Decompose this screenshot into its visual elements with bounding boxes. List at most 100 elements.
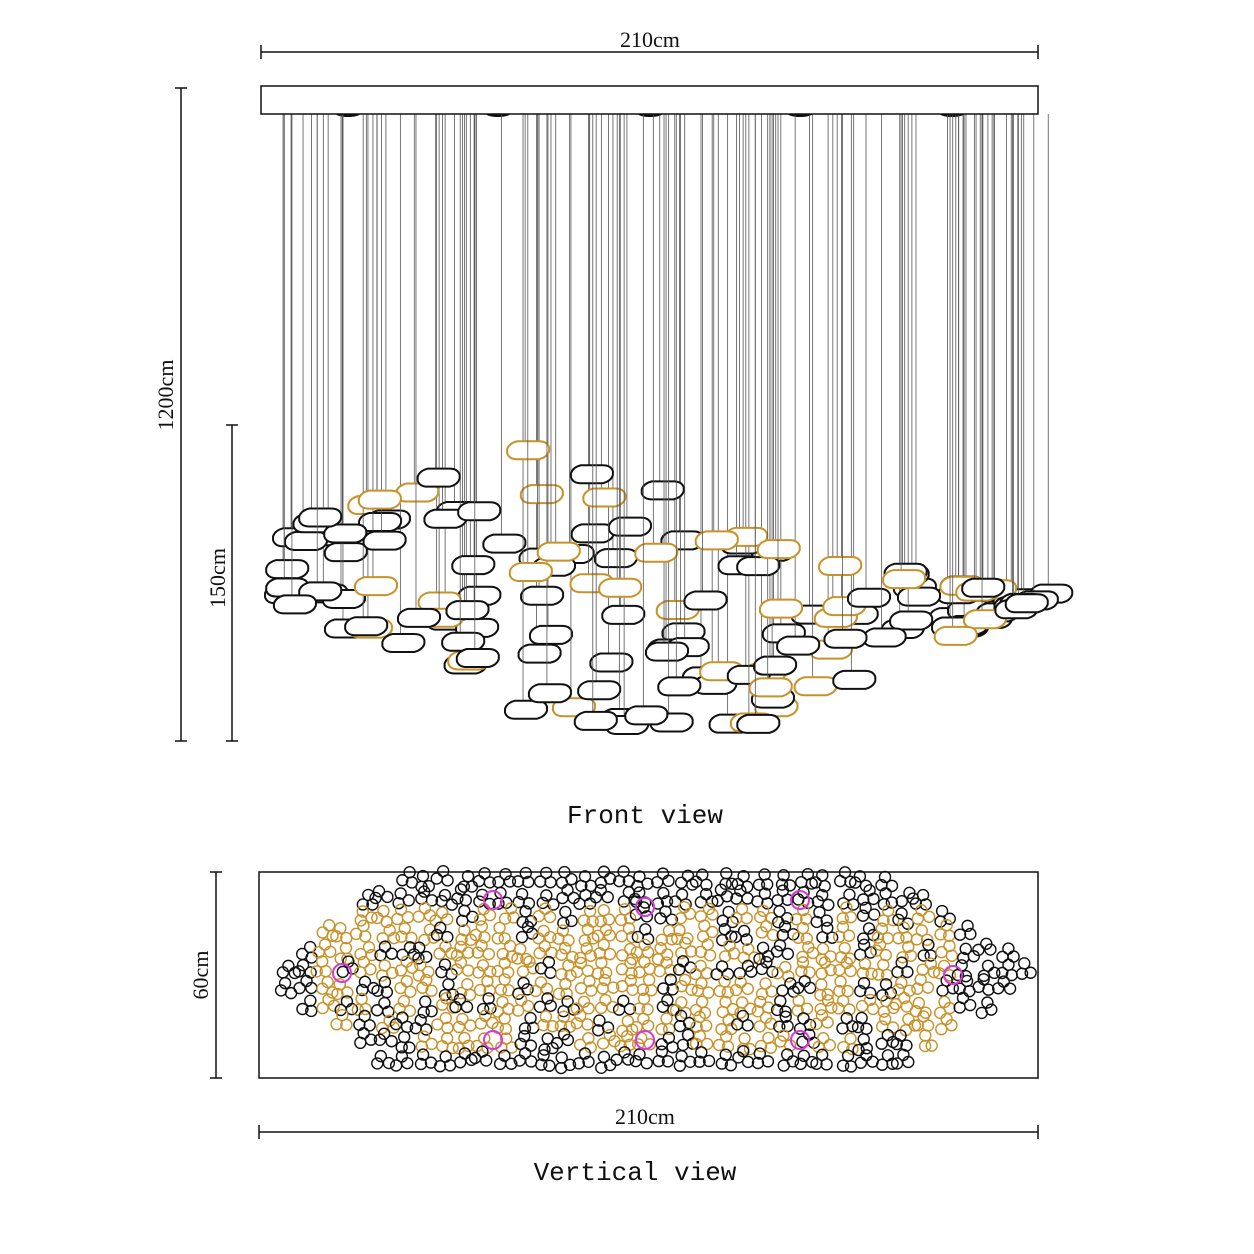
crystal-plate bbox=[645, 641, 690, 662]
clover bbox=[615, 956, 638, 980]
clover bbox=[777, 1048, 800, 1072]
clover bbox=[791, 921, 813, 945]
clover bbox=[953, 919, 977, 941]
crystal-plate bbox=[793, 676, 838, 697]
crystal-plate bbox=[748, 677, 793, 698]
clover bbox=[754, 904, 778, 925]
clover bbox=[651, 942, 674, 966]
caption: Front view bbox=[567, 801, 723, 831]
mount-point bbox=[790, 1030, 810, 1050]
clover bbox=[890, 1048, 915, 1070]
clover bbox=[771, 961, 795, 983]
clover bbox=[911, 904, 936, 925]
crystal-plate bbox=[818, 555, 863, 576]
clover bbox=[809, 869, 831, 893]
clover bbox=[731, 1009, 754, 1032]
mount-point bbox=[483, 1030, 503, 1050]
clover bbox=[770, 939, 795, 960]
clover bbox=[455, 924, 478, 946]
clover bbox=[511, 866, 535, 889]
crystal-plate bbox=[823, 628, 868, 649]
mount-point bbox=[483, 890, 503, 910]
crystal-plate bbox=[601, 604, 646, 625]
clover bbox=[629, 1048, 653, 1070]
clover bbox=[773, 1010, 794, 1033]
clover bbox=[594, 993, 619, 1015]
canopy bbox=[260, 85, 1039, 115]
clover bbox=[533, 992, 557, 1013]
clover bbox=[491, 957, 515, 979]
crystal-plate bbox=[357, 489, 402, 510]
clover bbox=[595, 1050, 617, 1074]
clover bbox=[972, 937, 997, 956]
clover bbox=[470, 1032, 494, 1054]
crystal-plate bbox=[528, 624, 573, 645]
crystal-plate bbox=[381, 632, 426, 653]
crystal-plate bbox=[640, 480, 685, 501]
clover bbox=[918, 1029, 938, 1053]
clover bbox=[792, 886, 815, 910]
clover bbox=[772, 905, 794, 929]
crystal-plate bbox=[272, 594, 317, 615]
clover bbox=[592, 1014, 615, 1037]
clover bbox=[574, 975, 598, 997]
clover bbox=[854, 938, 877, 961]
clover bbox=[570, 1009, 594, 1031]
clover bbox=[729, 976, 754, 997]
clover bbox=[612, 994, 637, 1016]
clover bbox=[794, 1049, 819, 1070]
clover bbox=[433, 1050, 457, 1073]
crystal-plate bbox=[889, 610, 934, 631]
clover bbox=[877, 887, 899, 911]
clover bbox=[771, 884, 794, 907]
clover bbox=[515, 920, 539, 944]
clover bbox=[349, 919, 372, 943]
clover bbox=[514, 1030, 538, 1052]
clover bbox=[854, 977, 877, 1000]
clover bbox=[375, 959, 399, 982]
crystal-plate bbox=[451, 555, 496, 576]
crystal-plate bbox=[573, 710, 618, 731]
clover bbox=[675, 973, 698, 996]
clover bbox=[550, 1028, 575, 1050]
clover bbox=[1015, 957, 1037, 980]
decor bbox=[264, 94, 1074, 1075]
clover bbox=[511, 942, 533, 966]
clover bbox=[751, 1047, 775, 1070]
clover bbox=[810, 1048, 833, 1071]
clover bbox=[991, 975, 1017, 995]
crystal-plate bbox=[323, 542, 368, 563]
crystal-plate bbox=[441, 631, 486, 652]
crystal-plate bbox=[298, 507, 343, 528]
clover bbox=[512, 976, 534, 1000]
clover bbox=[754, 1031, 778, 1054]
clover bbox=[529, 976, 554, 998]
clover bbox=[895, 886, 920, 908]
clover bbox=[654, 905, 679, 926]
clover bbox=[732, 1045, 755, 1069]
clover bbox=[975, 996, 998, 1020]
clover bbox=[415, 1030, 438, 1053]
clover bbox=[909, 996, 932, 1019]
depth-label: 60cm bbox=[188, 951, 213, 1000]
clover bbox=[394, 955, 419, 977]
crystal-plate bbox=[694, 530, 739, 551]
crystal-plate bbox=[284, 530, 329, 551]
clover bbox=[351, 992, 372, 1016]
clover bbox=[516, 955, 540, 978]
crystal-plate bbox=[961, 577, 1006, 598]
clover bbox=[354, 1027, 378, 1049]
clover bbox=[436, 992, 460, 1014]
clover bbox=[491, 1012, 513, 1036]
clover bbox=[589, 884, 614, 904]
clover bbox=[652, 1045, 675, 1068]
clover bbox=[672, 955, 697, 976]
crystal-plate bbox=[736, 556, 781, 577]
clover bbox=[511, 993, 535, 1017]
clover bbox=[452, 1012, 477, 1034]
clover bbox=[296, 994, 318, 1018]
crystal-plate bbox=[416, 467, 461, 488]
clover bbox=[710, 960, 735, 981]
clover bbox=[369, 885, 394, 905]
